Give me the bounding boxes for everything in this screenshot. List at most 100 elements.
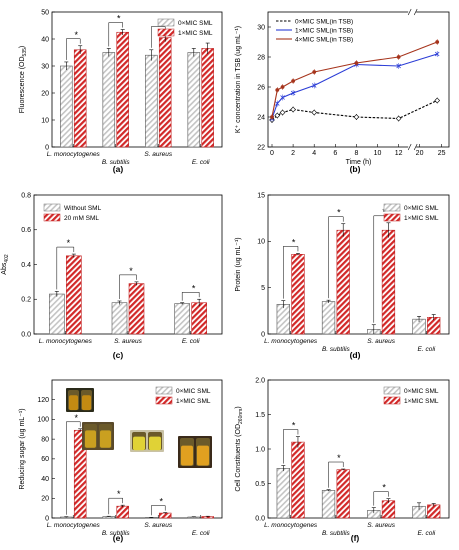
significance-bracket [181,292,200,301]
y-tick-label: 80 [41,436,49,443]
legend-label: 1×MIC SML [176,398,211,405]
x-tick-label: L. monocytogenes [264,522,318,529]
bar-treated [116,505,129,519]
panel-label: (a) [113,164,124,174]
legend-label: 0×MIC SML [404,205,439,212]
chart-panel-e: Reducing sugar (ug mL⁻¹) 0 20 40 60 80 100 120 L… [19,379,223,543]
x-tick-label: E. coli [418,346,436,353]
x-tick-label: E. coli [192,530,210,537]
data-point [312,70,317,74]
y-tick-label: 0 [45,515,49,522]
plot-frame [267,11,450,148]
x-tick-label: S. aureus [114,338,143,345]
tube-liquid [197,445,209,466]
data-point [353,114,360,120]
y-tick-label: 1.5 [255,412,265,419]
bar-control [321,490,336,519]
y-tick-label: 40 [41,36,49,43]
bar-control [102,52,116,148]
tube-liquid [149,436,161,451]
y-tick-label: 10 [257,239,265,246]
bar-treated [291,441,305,519]
axis-break-mark [407,8,412,16]
legend-swatch [383,213,401,222]
bar-control [60,65,73,148]
bar-control [276,468,290,519]
significance-star: * [67,238,71,248]
x-tick-label: 2 [291,150,295,157]
tube-liquid [181,445,193,466]
x-tick-label: L. monocytogenes [39,338,93,345]
significance-bracket [119,274,137,299]
bar-treated [66,255,82,335]
inset-ecoli [178,436,212,468]
legend-label: 1×MIC SML(in TSB) [295,27,353,34]
panel-label: (b) [350,164,361,174]
legend-swatch [43,213,61,222]
plot-frame [51,11,223,148]
chart-panel-a: Fluorescence (OD535) 0 10 20 30 40 50 L. monocy… [19,9,223,174]
data-point [280,85,285,89]
y-tick-label: 15 [257,192,265,199]
chart-panel-c: Abs402 0.0 0.2 0.4 0.6 0.8 L. monocytogenes * S.… [1,192,223,360]
inset-lmono [66,388,94,412]
y-tick-label: 100 [37,417,49,424]
data-point [274,112,281,119]
significance-star: * [337,453,341,463]
legend-label: 20 mM SML [64,215,99,222]
y-axis-label: Reducing sugar (ug mL⁻¹) [19,408,26,489]
significance-star: * [382,207,386,217]
data-point [280,95,285,100]
data-point [279,109,286,116]
data-point [291,79,296,83]
x-tick-label: 0 [270,150,274,157]
y-tick-label: 0.2 [21,297,31,304]
data-point [396,63,401,69]
legend-label: 0×MIC SML(in TSB) [295,18,353,25]
tube-liquid [69,395,78,411]
bar-treated [73,49,87,148]
plot-frame [267,194,450,335]
y-tick-label: 28 [257,54,265,61]
x-tick-label: 10 [374,150,382,157]
y-tick-label: 10 [41,117,49,124]
y-tick-label: 26 [257,84,265,91]
significance-star: * [74,413,78,423]
y-axis-label: K⁺ concentration in TSB (ug mL⁻¹) [235,26,242,133]
x-tick-label: E. coli [418,530,436,537]
significance-star: * [129,266,133,276]
significance-star: * [292,421,296,431]
bar-control [111,302,128,335]
bar-control [187,52,201,148]
x-tick-label: S. aureus [367,338,396,345]
bar-treated [336,229,350,335]
y-tick-label: 22 [257,144,265,151]
bar-treated [427,504,441,519]
significance-bracket [108,497,123,515]
bar-control [321,301,336,335]
significance-star: * [159,497,163,507]
legend-label: Without SML [64,205,102,212]
bar-treated [191,302,207,335]
data-point [311,83,317,88]
x-tick-label: B. subtilis [322,346,351,353]
y-tick-label: 30 [257,24,265,31]
tube-liquid [133,436,145,451]
data-point [290,90,296,96]
y-tick-label: 0.4 [21,262,31,269]
legend-swatch [383,203,401,212]
y-tick-label: 5 [261,285,265,292]
bar-treated [116,31,129,148]
x-tick-label: L. monocytogenes [264,338,318,345]
y-tick-label: 0 [45,144,49,151]
chart-panel-d: Protein (ug mL⁻¹) 0 5 10 15 L. monocytogenes *… [235,192,450,360]
data-point [435,40,440,44]
bar-treated [336,469,350,519]
data-point [275,88,280,92]
y-tick-label: 30 [41,63,49,70]
legend-swatch [155,396,173,405]
data-point [395,115,402,122]
y-tick-label: 50 [41,9,49,16]
y-axis-label: Cell Constituents (OD260nm) [235,406,244,491]
